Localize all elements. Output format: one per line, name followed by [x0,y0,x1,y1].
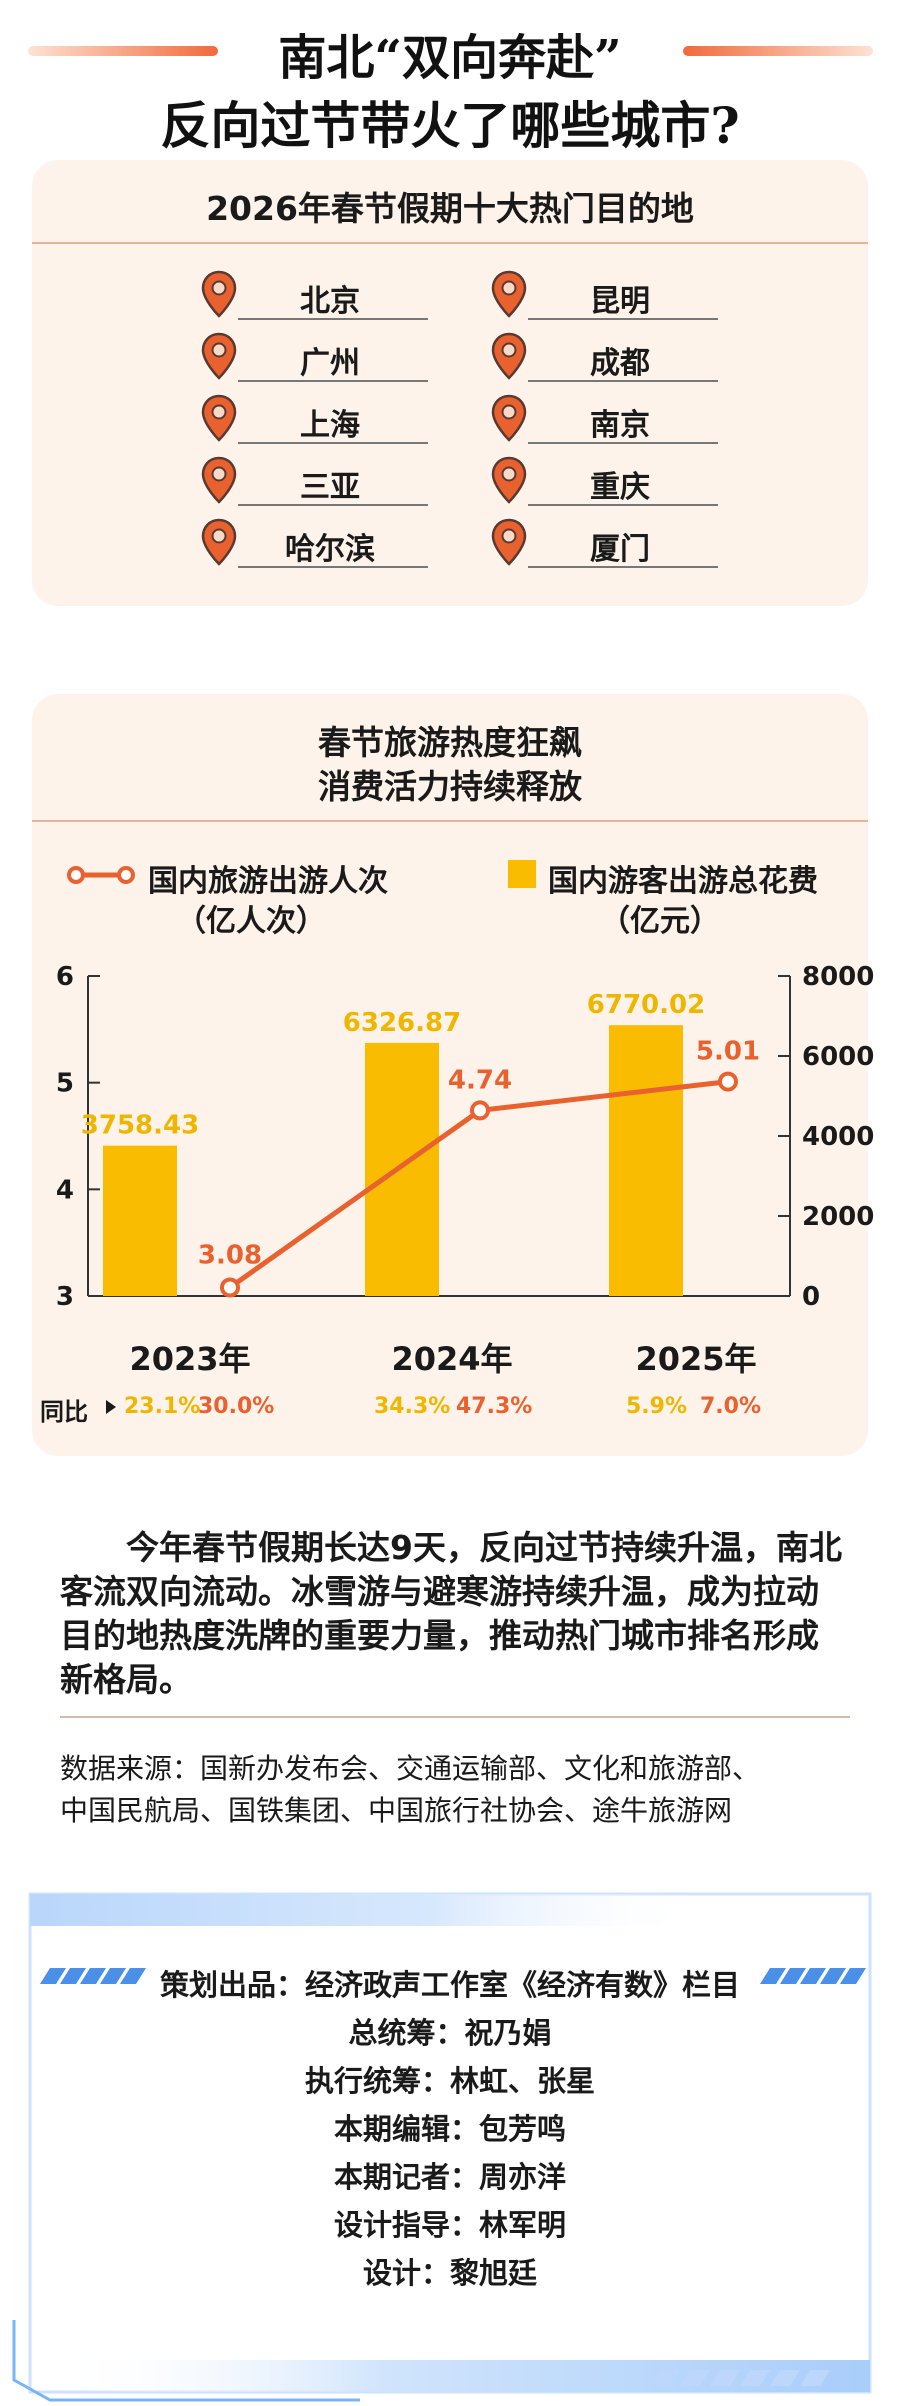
credit-producer: 策划出品：经济政声工作室《经济有数》栏目 [159,1968,740,2002]
bar-value-label: 3758.43 [81,1111,199,1141]
location-pin-icon [200,394,238,444]
credit-line: 本期编辑：包芳鸣 [333,2112,566,2146]
y-tick-label-left: 3 [56,1282,74,1312]
location-pin-icon [200,518,238,568]
legend-bar-unit: （亿元） [600,904,720,939]
source-line1: 数据来源：国新办发布会、交通运输部、文化和旅游部、 [60,1752,761,1785]
y-tick-label-left: 5 [56,1069,74,1099]
bar-value-label: 6770.02 [587,990,705,1020]
credit-line: 本期记者：周亦洋 [333,2160,566,2194]
y-tick-label-right: 6000 [802,1042,874,1072]
location-pin-icon [490,332,528,382]
page-title-line1: 南北“双向奔赴” [278,30,622,86]
destination-underline [238,566,428,568]
line-value-label: 3.08 [198,1240,262,1270]
legend-line-marker [67,866,135,884]
credit-line: 设计：黎旭廷 [362,2256,537,2290]
destination-name: 哈尔滨 [285,532,375,567]
destinations-panel: 2026年春节假期十大热门目的地 [32,160,868,606]
legend-line-label: 国内旅游出游人次 [148,864,388,899]
bar [103,1145,177,1296]
yoy-spend: 34.3% [374,1394,451,1419]
trend-heading-line2: 消费活力持续释放 [318,767,582,806]
source-line2: 中国民航局、国铁集团、中国旅行社协会、途牛旅游网 [60,1794,733,1827]
destination-name: 北京 [300,284,360,319]
destination-underline [528,380,718,382]
y-tick-label-right: 2000 [802,1202,874,1232]
yoy-arrow-icon [106,1400,116,1414]
location-pin-icon [200,270,238,320]
destination-underline [528,442,718,444]
destination-name: 昆明 [590,284,650,319]
y-tick-label-right: 4000 [802,1122,874,1152]
bar [609,1025,683,1296]
location-pin-icon [490,394,528,444]
x-tick-label: 2023年 [129,1340,251,1378]
y-tick-label-right: 0 [802,1282,820,1312]
destination-name: 重庆 [590,470,650,505]
destination-underline [238,380,428,382]
destination-underline [528,504,718,506]
y-tick-label-left: 6 [56,962,74,992]
credit-line: 总统筹：祝乃娟 [348,2016,552,2050]
y-tick-label-right: 8000 [802,962,874,992]
summary-paragraph: 今年春节假期长达9天，反向过节持续升温，南北客流双向流动。冰雪游与避寒游持续升温… [60,1528,842,1699]
destination-name: 厦门 [590,532,650,567]
yoy-trips: 47.3% [456,1394,533,1419]
page-title-line2: 反向过节带火了哪些城市? [160,96,740,155]
line-point [220,1277,240,1298]
legend-line-unit: （亿人次） [176,904,326,939]
yoy-label: 同比 [40,1398,88,1426]
title-decoration-right [683,46,873,56]
destination-underline [238,318,428,320]
destination-underline [528,318,718,320]
credits-frame [12,1892,872,2402]
location-pin-icon [490,270,528,320]
trend-separator [32,820,868,822]
destinations-heading: 2026年春节假期十大热门目的地 [206,189,694,228]
destination-underline [528,566,718,568]
destination-name: 广州 [300,346,360,381]
legend-bar-swatch [508,860,536,888]
yoy-trips: 30.0% [198,1394,275,1419]
summary-divider [60,1716,850,1718]
trend-chart: 3 4 5 6 0 2000 4000 6000 8000 3758.43 6326.87 6770.… [56,962,874,1312]
title-decoration-left [28,46,218,56]
line-point [718,1071,738,1092]
yoy-trips: 7.0% [700,1394,762,1419]
x-tick-label: 2025年 [635,1340,757,1378]
destination-name: 三亚 [300,470,360,505]
destination-name: 南京 [590,408,650,443]
location-pin-icon [490,456,528,506]
destination-name: 成都 [590,346,650,381]
destination-underline [238,504,428,506]
y-tick-label-left: 4 [56,1175,74,1205]
destinations-separator [32,242,868,244]
x-tick-label: 2024年 [391,1340,513,1378]
bar-value-label: 6326.87 [343,1008,461,1038]
trend-heading-line1: 春节旅游热度狂飙 [318,723,582,762]
credit-line: 执行统筹：林虹、张星 [304,2064,595,2098]
destination-underline [238,442,428,444]
legend-bar-label: 国内游客出游总花费 [548,864,818,899]
bar [365,1042,439,1296]
line-value-label: 5.01 [696,1037,760,1067]
location-pin-icon [200,456,238,506]
line-point [470,1100,490,1121]
destination-name: 上海 [300,408,360,443]
line-value-label: 4.74 [448,1065,512,1095]
yoy-spend: 5.9% [626,1394,688,1419]
location-pin-icon [200,332,238,382]
yoy-spend: 23.1% [124,1394,201,1419]
credit-line: 设计指导：林军明 [333,2208,566,2242]
location-pin-icon [490,518,528,568]
